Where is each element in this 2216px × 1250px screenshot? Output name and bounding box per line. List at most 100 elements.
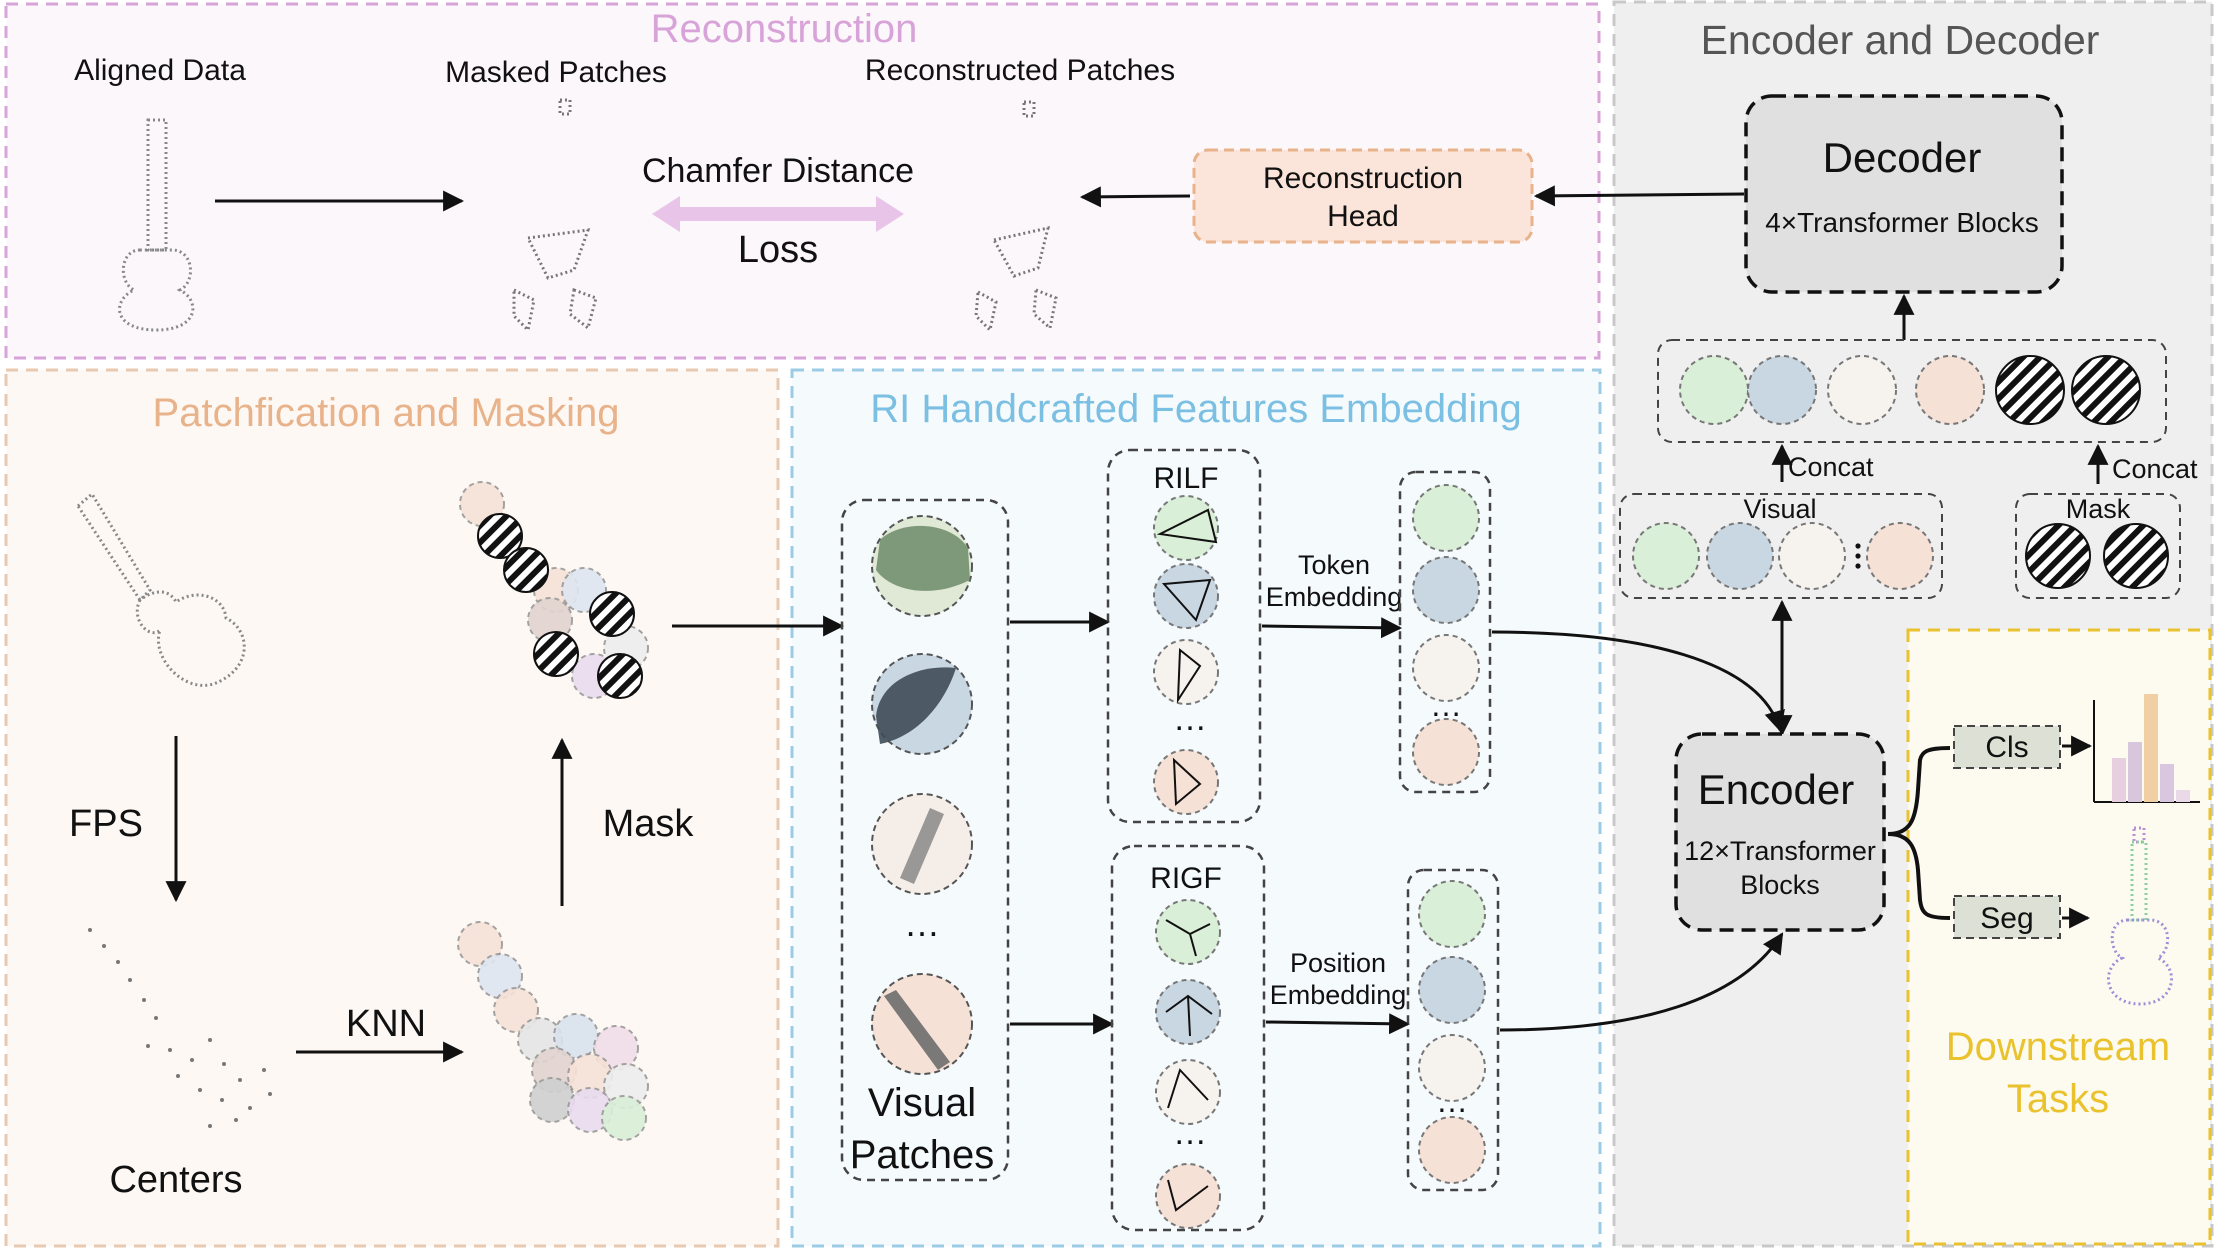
concat-token-peach [1915, 355, 1985, 425]
rilf-feature-green [1153, 495, 1219, 561]
patchification-title: Patchfication and Masking [153, 391, 620, 435]
visual-token-row [1619, 493, 1943, 599]
visual-patches-label-line1: Visual [868, 1081, 976, 1125]
concat-left-label: Concat [1788, 452, 1874, 482]
rilf-label: RILF [1153, 462, 1218, 495]
reconstruction-title: Reconstruction [651, 7, 918, 51]
aligned-data-label: Aligned Data [74, 54, 246, 87]
rigf-label: RIGF [1150, 862, 1222, 895]
visual-patches-column [840, 498, 1010, 1182]
reconstruction-head-box [1192, 148, 1534, 244]
position-embedding-line2: Embedding [1270, 980, 1407, 1010]
reconstruction-head-line1: Reconstruction [1263, 162, 1463, 195]
classification-histogram-icon [2093, 694, 2200, 803]
centers-pointcloud [88, 928, 272, 1128]
rigf-column [1110, 844, 1266, 1232]
mask-tokens-label: Mask [2066, 494, 2131, 524]
token-embedding-line1: Token [1298, 550, 1370, 580]
decoder-title: Decoder [1823, 134, 1982, 181]
aligned-guitar-pointcloud [118, 118, 195, 332]
reconstruction-head-line2: Head [1327, 200, 1399, 233]
knn-label: KNN [346, 1003, 426, 1045]
position-embedding-column [1406, 868, 1500, 1192]
visual-token-blue [1706, 522, 1774, 590]
token-embedding-ellipsis: … [1430, 687, 1462, 723]
encoder-subtitle-line1: 12×Transformer [1684, 836, 1876, 866]
centers-label: Centers [109, 1159, 242, 1201]
token-embedding-green [1412, 484, 1480, 552]
visual-patch-peach [871, 973, 973, 1075]
downstream-branch [1887, 746, 1951, 836]
seg-label: Seg [1980, 902, 2033, 935]
cls-label: Cls [1985, 731, 2028, 764]
mask-token-2 [2103, 523, 2169, 589]
loss-label: Loss [738, 229, 818, 271]
token-embedding-peach [1412, 718, 1480, 786]
loss-double-arrow [652, 196, 904, 232]
cls-box [1953, 725, 2061, 769]
rigf-feature-peach [1155, 1163, 1221, 1229]
decoder-box [1744, 94, 2064, 294]
rigf-to-position-arrow [1265, 1013, 1411, 1035]
rilf-feature-peach [1153, 749, 1219, 815]
concat-token-mask-1 [1995, 355, 2065, 425]
downstream-title-line1: Downstream [1946, 1025, 2171, 1069]
concat-token-green [1679, 355, 1749, 425]
handcrafted-title: RI Handcrafted Features Embedding [870, 387, 1521, 431]
masked-patches-label: Masked Patches [445, 56, 667, 89]
rilf-column [1106, 448, 1262, 824]
masked-patches-pointcloud [512, 98, 598, 334]
encoder-decoder-title: Encoder and Decoder [1701, 17, 2100, 63]
rilf-to-token-arrow [1261, 617, 1403, 639]
visual-patch-white-texture [900, 808, 944, 884]
mask-token-1 [2025, 523, 2091, 589]
knn-patch-groups [457, 921, 649, 1141]
token-embedding-white [1412, 634, 1480, 702]
raw-guitar-pointcloud [76, 491, 246, 687]
rilf-ellipsis: … [1173, 700, 1207, 738]
head-to-recon-arrow [1079, 186, 1191, 208]
downstream-title-line2: Tasks [2007, 1077, 2109, 1121]
visual-tokens-label: Visual [1743, 494, 1816, 524]
reconstructed-patches-pointcloud [974, 100, 1058, 334]
position-embedding-white [1418, 1034, 1486, 1102]
concat-token-white [1827, 355, 1897, 425]
seg-box [1953, 895, 2061, 939]
decoder-subtitle: 4×Transformer Blocks [1765, 207, 2039, 238]
concat-token-blue [1747, 355, 1817, 425]
patchification-panel [4, 368, 780, 1248]
visual-patch-blue-texture [876, 667, 956, 744]
segmented-guitar-icon [2106, 826, 2174, 1006]
encoder-title: Encoder [1698, 766, 1854, 813]
rigf-feature-white [1155, 1059, 1221, 1125]
reconstructed-patches-label: Reconstructed Patches [865, 54, 1175, 87]
fps-label: FPS [69, 803, 143, 845]
encoder-subtitle-line2: Blocks [1740, 870, 1820, 900]
concat-token-row [1657, 339, 2167, 443]
token-embedding-column [1398, 470, 1492, 794]
mask-token-row [2015, 493, 2181, 599]
rigf-ellipsis: … [1173, 1114, 1207, 1152]
visual-patches-ellipsis: … [904, 903, 940, 944]
position-embedding-line1: Position [1290, 948, 1386, 978]
position-embedding-ellipsis: … [1436, 1083, 1468, 1119]
concat-right-label: Concat [2112, 454, 2198, 484]
visual-patches-label-line2: Patches [850, 1133, 995, 1177]
position-embedding-green [1418, 880, 1486, 948]
position-embedding-blue [1418, 956, 1486, 1024]
concat-token-mask-2 [2071, 355, 2141, 425]
visual-token-white [1778, 522, 1846, 590]
token-embedding-blue [1412, 556, 1480, 624]
token-embedding-line2: Embedding [1266, 582, 1403, 612]
visual-token-green [1632, 522, 1700, 590]
visual-token-ellipsis [1855, 543, 1861, 569]
mask-step-label: Mask [603, 803, 695, 845]
masked-hatch-groups [477, 513, 643, 699]
visual-token-peach [1866, 522, 1934, 590]
rilf-feature-blue [1153, 563, 1219, 629]
downstream-branch-seg [1887, 832, 1951, 920]
rilf-feature-white [1153, 639, 1219, 705]
visual-patch-green-texture [876, 525, 970, 591]
chamfer-distance-label: Chamfer Distance [642, 152, 914, 190]
